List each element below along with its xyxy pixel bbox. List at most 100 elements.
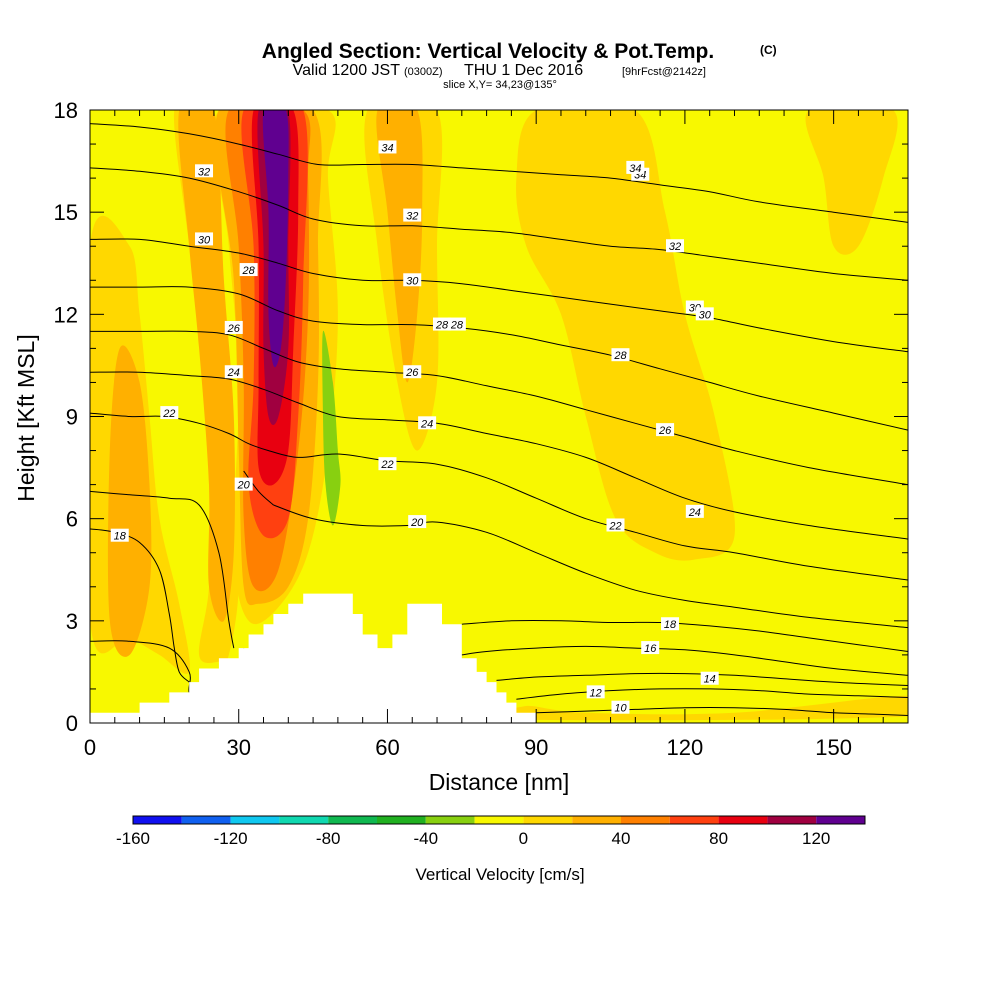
contour-label-extra-14-box [695, 307, 714, 321]
y-tick-label-6: 18 [54, 98, 78, 123]
contour-label-20-8-box [408, 515, 427, 529]
colorbar-label-0: -160 [116, 829, 150, 848]
contour-26-12 [90, 330, 908, 486]
contour-label-extra-12: 24 [685, 504, 704, 519]
colorbar-title: Vertical Velocity [cm/s] [415, 865, 584, 884]
contour-label-extra-3-box [224, 320, 243, 334]
y-tick-label-5: 15 [54, 200, 78, 225]
contour-label-extra-8-text: 28 [435, 320, 449, 332]
contour-12-1 [516, 688, 908, 700]
colorbar-swatch-9 [572, 816, 621, 824]
contour-label-24-11-text: 24 [420, 418, 433, 430]
colorbar-swatch-0 [133, 816, 182, 824]
y-tick-label-1: 3 [66, 609, 78, 634]
contour-label-24-11-box [418, 416, 437, 430]
contour-label-extra-5-text: 22 [162, 408, 175, 420]
velocity-region-7 [178, 110, 235, 622]
contour-label-12-1: 12 [586, 685, 605, 699]
colorbar-label-1: -120 [214, 829, 248, 848]
x-tick-label-4: 120 [667, 735, 704, 760]
contour-label-extra-0-box [195, 164, 214, 178]
title-valid: Valid 1200 JST [293, 62, 401, 79]
contour-label-extra-12-text: 24 [688, 507, 701, 519]
contour-label-extra-8: 28 [432, 317, 451, 332]
contour-label-extra-15-text: 34 [629, 163, 641, 175]
contour-label-extra-14: 30 [695, 307, 714, 321]
velocity-region-9 [376, 110, 423, 383]
contour-20-9 [243, 470, 274, 506]
x-tick-label-0: 0 [84, 735, 96, 760]
title-main-suffix: (C) [760, 43, 777, 57]
x-axis-label: Distance [nm] [429, 769, 570, 795]
contour-label-extra-5: 22 [160, 406, 179, 420]
title-slice: slice X,Y= 34,23@135° [443, 79, 557, 91]
contour-label-26-12-box [656, 423, 675, 437]
contour-labels: 10 12 14 16 18 18 20 20 22 24 26 28 30 32 34 32 30 28 26 24… [110, 140, 719, 715]
contour-label-extra-1-box [195, 232, 214, 246]
contour-label-14-2-box [700, 671, 719, 685]
y-axis-label: Height [Kft MSL] [13, 334, 39, 501]
contour-label-extra-4-text: 24 [227, 367, 240, 379]
x-axis: 0 30 60 90 120 150 [84, 110, 884, 760]
contour-label-18-6-text: 18 [664, 619, 677, 631]
contour-label-extra-11: 34 [378, 140, 397, 154]
contour-label-extra-1-text: 30 [198, 234, 211, 246]
colorbar-label-4: 0 [519, 829, 528, 848]
contour-label-18-6-box [661, 617, 680, 631]
contour-label-18-5: 18 [110, 528, 129, 543]
contour-label-16-4: 16 [641, 641, 660, 655]
contour-label-extra-5-box [160, 406, 179, 420]
colorbar-label-3: -40 [414, 829, 439, 848]
title-forecast: [9hrFcst@2142z] [622, 66, 706, 78]
contour-label-extra-12-box [685, 504, 704, 518]
contour-label-10-0: 10 [611, 700, 630, 715]
contour-24-11 [90, 371, 908, 540]
colorbar-label-2: -80 [316, 829, 341, 848]
contour-14-2 [496, 672, 908, 686]
contour-label-16-4-text: 16 [644, 643, 657, 655]
contour-label-extra-9-text: 30 [406, 275, 419, 287]
velocity-region-6 [495, 695, 908, 721]
x-tick-label-1: 30 [226, 735, 250, 760]
contour-label-extra-10: 32 [403, 208, 422, 223]
contour-label-extra-4-box [224, 365, 243, 379]
contour-label-extra-7-box [403, 365, 422, 379]
contour-label-28-13-box [447, 317, 466, 331]
colorbar-label-7: 120 [802, 829, 830, 848]
contour-label-22-10-box [606, 518, 625, 532]
contour-label-extra-10-text: 32 [406, 211, 418, 223]
contour-label-extra-2-box [239, 263, 258, 277]
contour-label-extra-2-text: 28 [242, 265, 256, 277]
contour-label-extra-8-box [432, 317, 451, 331]
contour-label-10-0-text: 10 [614, 703, 627, 715]
contour-label-32-15: 32 [665, 239, 684, 253]
contour-label-extra-6-text: 22 [380, 459, 393, 471]
contour-label-20-8: 20 [408, 515, 427, 529]
contour-label-extra-15: 34 [626, 160, 645, 175]
title-utc: (0300Z) [404, 66, 443, 78]
contour-label-26-12-text: 26 [658, 425, 672, 437]
contour-label-18-5-box [110, 528, 129, 542]
contour-label-26-12: 26 [656, 423, 675, 437]
colorbar-swatch-5 [377, 816, 426, 824]
contour-label-12-1-box [586, 685, 605, 699]
contour-label-extra-4: 24 [224, 365, 243, 379]
x-tick-label-3: 90 [524, 735, 548, 760]
contour-label-extra-0: 32 [195, 164, 214, 178]
colorbar-swatch-10 [621, 816, 670, 824]
contour-label-18-6: 18 [661, 617, 680, 631]
contour-label-extra-14-text: 30 [699, 309, 712, 321]
y-tick-label-0: 0 [66, 711, 78, 736]
velocity-region-10 [107, 345, 152, 657]
contour-label-extra-15-box [626, 160, 645, 174]
contour-label-extra-7-text: 26 [405, 367, 419, 379]
colorbar-swatch-1 [181, 816, 231, 824]
colorbar-swatch-6 [425, 816, 475, 824]
contour-label-14-2: 14 [700, 671, 719, 686]
velocity-region-5 [805, 110, 898, 255]
colorbar-swatch-8 [523, 816, 573, 824]
colorbar-swatch-4 [328, 816, 377, 824]
colorbar-swatch-3 [279, 816, 329, 824]
contour-label-28-13: 28 [447, 317, 466, 332]
contour-label-28-13-text: 28 [450, 320, 464, 332]
